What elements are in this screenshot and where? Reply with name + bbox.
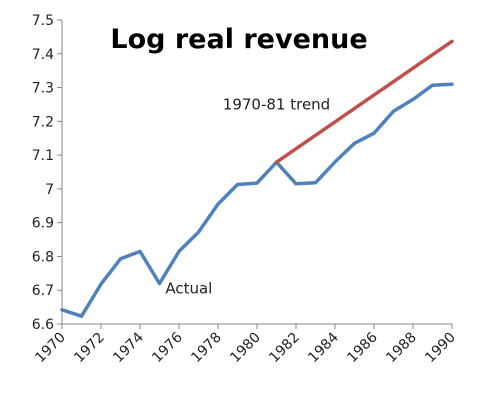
series-line-1 (274, 39, 454, 164)
x-tick-label: 1990 (422, 330, 459, 367)
x-tick-label: 1974 (110, 329, 147, 366)
x-tick-label: 1972 (71, 330, 108, 367)
x-tick-label: 1978 (188, 330, 225, 367)
series-label-0: Actual (165, 280, 212, 298)
series-lines (60, 39, 454, 318)
y-tick-label: 6.7 (32, 283, 54, 299)
y-tick-label: 7.1 (32, 148, 54, 164)
series-annotations: Actual 1970-81 trend (165, 96, 330, 298)
x-tick-label: 1980 (227, 330, 264, 367)
y-tick-label: 7.5 (32, 13, 54, 29)
y-tick-label: 6.6 (32, 317, 54, 333)
y-tick-label: 6.9 (32, 216, 54, 232)
y-tick-label: 7.3 (32, 81, 54, 97)
y-tick-label: 7.2 (32, 114, 54, 130)
x-tick-label: 1986 (344, 329, 381, 366)
series-label-1: 1970-81 trend (223, 96, 330, 114)
series-line-0 (60, 82, 454, 318)
x-tick-label: 1976 (149, 329, 186, 366)
y-tick-label: 7.4 (32, 47, 54, 63)
x-axis-ticks: 1970 1972 1974 1976 1978 1980 1982 1984 1986 1988… (32, 324, 459, 366)
x-tick-label: 1984 (305, 329, 342, 366)
chart-title: Log real revenue (110, 24, 367, 55)
y-axis-ticks: 6.6 6.7 6.8 6.9 7 7.1 7.2 7.3 7.4 7.5 (32, 13, 62, 333)
y-tick-label: 6.8 (32, 249, 54, 265)
y-tick-label: 7 (45, 182, 54, 198)
x-tick-label: 1982 (266, 330, 303, 367)
x-tick-label: 1970 (32, 330, 69, 367)
axes (61, 20, 452, 325)
x-tick-label: 1988 (383, 330, 420, 367)
